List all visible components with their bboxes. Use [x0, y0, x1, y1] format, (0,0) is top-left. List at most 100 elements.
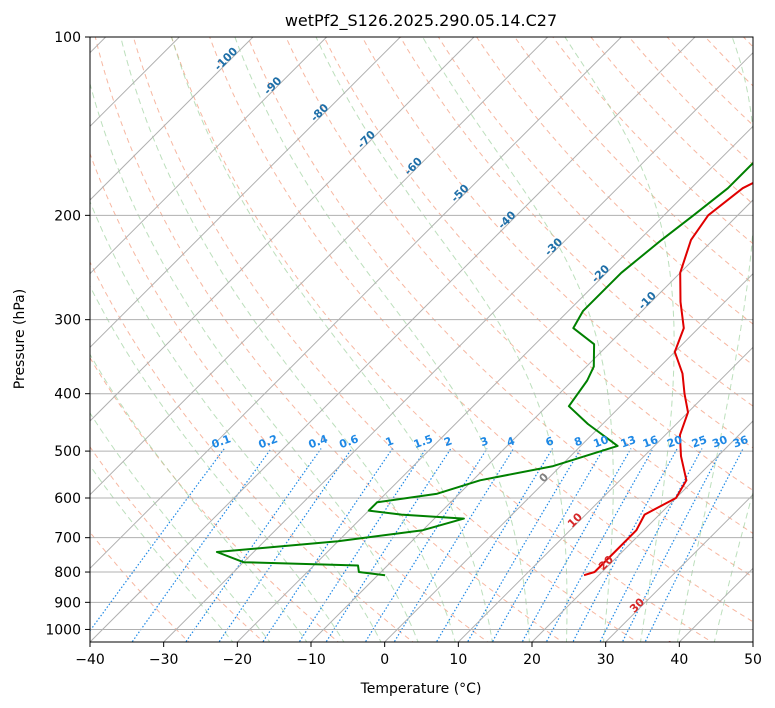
mixing-ratio-label: 2	[442, 434, 454, 449]
x-axis-label: Temperature (°C)	[360, 681, 482, 697]
mixing-ratio-label: 1.5	[412, 432, 435, 451]
y-tick-label: 400	[54, 387, 81, 403]
x-tick-label: −30	[149, 652, 179, 668]
mixing-ratio-label: 1	[384, 434, 396, 449]
dry-adiabat	[704, 37, 753, 87]
mixing-ratio-label: 20	[665, 433, 684, 451]
moist-adiabat	[422, 37, 614, 642]
mixing-ratio-label: 8	[572, 434, 584, 449]
mixing-ratio-label: 25	[690, 433, 709, 450]
isotherm-line	[678, 567, 753, 642]
isotherm-label: -10	[636, 289, 659, 312]
dry-adiabat	[323, 37, 753, 491]
mixing-ratio-label: 3	[478, 434, 490, 449]
isotherm-label: -20	[589, 262, 612, 285]
dry-adiabat	[170, 37, 713, 642]
isotherm-label: -90	[261, 74, 284, 97]
mixing-ratio-line	[466, 448, 582, 642]
isotherm-label: -30	[542, 235, 565, 258]
isotherm-line	[90, 37, 549, 496]
dry-adiabat	[285, 37, 753, 535]
isotherm-label: -60	[402, 155, 425, 178]
x-tick-label: 50	[744, 652, 762, 668]
mixing-ratio-line	[131, 448, 272, 642]
plot-frame	[89, 36, 754, 643]
isotherm-label: 10	[565, 510, 585, 530]
mixing-ratio-label: 0.4	[307, 432, 330, 451]
moist-adiabat	[90, 285, 345, 642]
isotherm-line	[90, 37, 254, 201]
isotherm-label: -70	[355, 128, 378, 151]
dry-adiabat	[90, 152, 489, 642]
mixing-ratio-line	[218, 448, 353, 642]
isotherm-label: -100	[212, 44, 241, 73]
dry-adiabat	[476, 37, 753, 325]
dry-adiabat	[399, 37, 753, 407]
isotherm-line	[90, 37, 696, 642]
isotherm-line	[90, 37, 401, 349]
isotherm-line	[752, 641, 753, 642]
mixing-ratio-line	[435, 448, 554, 642]
y-tick-label: 900	[54, 595, 81, 611]
x-tick-label: 40	[670, 652, 688, 668]
x-tick-label: 30	[597, 652, 615, 668]
y-tick-label: 500	[54, 444, 81, 460]
pressure-gridlines	[90, 37, 753, 630]
isotherm-line	[310, 199, 753, 642]
dry-adiabat	[90, 531, 190, 642]
dry-adiabat	[90, 356, 340, 642]
dry-adiabat	[132, 37, 638, 642]
y-tick-label: 1000	[45, 622, 81, 638]
isotherm-label: 20	[596, 553, 616, 573]
y-tick-label: 800	[54, 565, 81, 581]
isotherm-line	[457, 346, 753, 642]
x-tick-label: −40	[75, 652, 105, 668]
moist-adiabat	[90, 81, 419, 642]
y-tick-label: 100	[54, 30, 81, 46]
skewed-isotherms	[90, 37, 753, 642]
moist-adiabat	[90, 464, 234, 642]
mixing-ratio-label: 30	[710, 433, 729, 451]
isotherm-label: 40	[658, 638, 678, 658]
moist-adiabat	[315, 37, 568, 642]
isotherm-label: -80	[308, 101, 331, 124]
moist-adiabat	[90, 200, 382, 642]
y-axis: 100 200 300 400 500 600 700 800 900 1000	[45, 30, 90, 638]
x-tick-label: 20	[523, 652, 541, 668]
moist-adiabats	[90, 37, 753, 642]
y-tick-label: 200	[54, 208, 81, 224]
isotherm-line	[384, 272, 753, 642]
moist-adiabat	[120, 37, 456, 642]
y-tick-label: 300	[54, 313, 81, 329]
isotherm-line	[90, 37, 475, 422]
mixing-ratio-label: 4	[505, 434, 517, 449]
mixing-ratio-line	[521, 448, 632, 642]
moist-adiabat	[234, 37, 530, 642]
dry-adiabat	[94, 37, 564, 642]
dry-adiabat	[437, 37, 753, 366]
dry-adiabat	[361, 37, 753, 449]
mixing-ratio-line	[364, 448, 488, 642]
mixing-ratio-label: 13	[619, 433, 638, 450]
mixing-ratio-label: 0.6	[338, 432, 361, 451]
dry-adiabat	[209, 37, 753, 623]
dry-adiabat	[769, 24, 775, 645]
mixing-ratio-label: 10	[592, 433, 611, 451]
isotherm-line	[605, 493, 753, 642]
isotherm-line	[90, 37, 328, 275]
dry-adiabat	[590, 37, 753, 205]
x-axis: −40 −30 −20 −10 0 10 20 30 40 50	[75, 642, 762, 668]
isotherm-label: -50	[448, 181, 471, 204]
dry-adiabats	[90, 24, 775, 645]
isotherm-line	[90, 37, 622, 570]
isotherm-line	[531, 420, 753, 642]
mixing-ratio-line	[325, 448, 452, 642]
mixing-ratio-label: 0.2	[257, 432, 280, 451]
mixing-ratio-line	[185, 448, 322, 642]
mixing-ratio-label: 16	[641, 433, 660, 451]
mixing-ratio-label: 36	[731, 433, 750, 451]
y-tick-label: 700	[54, 531, 81, 547]
mixing-ratio-label: 6	[544, 434, 556, 449]
temperature-profile	[583, 181, 753, 577]
